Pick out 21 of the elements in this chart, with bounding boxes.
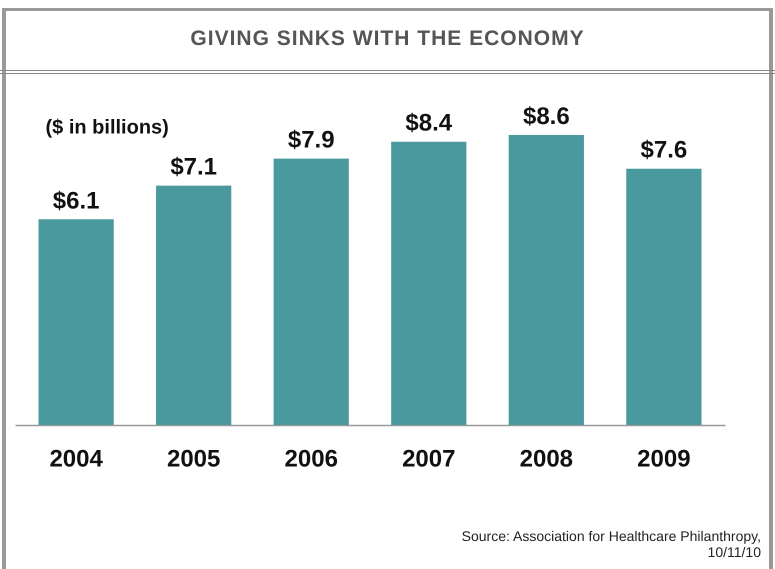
x-tick-label: 2007 <box>402 446 456 472</box>
x-tick-label: 2006 <box>284 446 338 472</box>
bar <box>626 168 702 425</box>
data-label: $8.6 <box>522 103 570 130</box>
bar <box>38 219 114 425</box>
chart-title: GIVING SINKS WITH THE ECONOMY <box>0 8 775 74</box>
source-note: Source: Association for Healthcare Philanthropy, 10/11/10 <box>460 528 761 560</box>
x-tick-label: 2009 <box>637 446 691 472</box>
data-label: $8.4 <box>405 110 453 137</box>
x-tick-label: 2005 <box>166 446 220 472</box>
data-label: $7.9 <box>288 126 335 154</box>
x-tick-label: 2004 <box>49 446 104 472</box>
y-axis-title: ($ in billions) <box>46 116 169 138</box>
x-tick-label: 2008 <box>520 446 574 472</box>
bar <box>274 158 349 425</box>
data-label: $7.6 <box>640 136 688 164</box>
bar <box>508 135 584 425</box>
data-label: $6.1 <box>52 187 100 214</box>
bar <box>156 186 232 425</box>
data-label: $7.1 <box>170 154 218 181</box>
bar <box>391 142 466 425</box>
